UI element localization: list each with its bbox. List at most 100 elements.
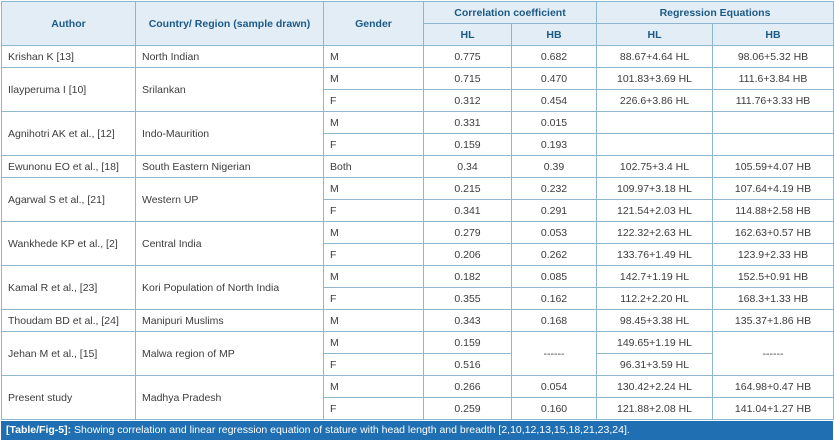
corr-hl-cell: 0.159 [423,331,512,354]
reg-hb-cell [711,111,834,134]
gender-cell: M [323,45,424,68]
corr-hl-cell: 0.312 [423,89,512,112]
reg-hb-header: HB [711,23,834,46]
corr-hb-cell: 0.262 [511,243,597,266]
reg-hb-cell: 123.9+2.33 HB [711,243,834,266]
reg-hl-cell: 142.7+1.19 HL [596,265,713,288]
corr-hl-cell: 0.343 [423,309,512,332]
table-row: Krishan K [13] North Indian M 0.775 0.682 88.… [1,45,834,68]
corr-hb-cell: 0.454 [511,89,597,112]
gender-cell: F [323,287,424,310]
reg-hl-cell: 88.67+4.64 HL [596,45,713,68]
table-row: Agarwal S et al., [21] Western UP M 0.215 0.… [1,177,834,222]
caption-text: Showing correlation and linear regressio… [71,424,630,436]
corr-hb-cell: 0.085 [511,265,597,288]
region-cell: South Eastern Nigerian [135,155,324,178]
table-row: Kamal R et al., [23] Kori Population of N… [1,265,834,310]
reg-hb-cell: 105.59+4.07 HB [711,155,834,178]
gender-cell: M [323,177,424,200]
table-row: Agnihotri AK et al., [12] Indo-Maurition M… [1,111,834,156]
reg-hb-cell: 111.76+3.33 HB [711,89,834,112]
reg-hl-cell: 133.76+1.49 HL [596,243,713,266]
corr-hl-cell: 0.341 [423,199,512,222]
reg-hl-cell: 96.31+3.59 HL [596,353,713,376]
author-cell: Present study [1,375,136,420]
gender-cell: F [323,199,424,222]
corr-hb-cell: 0.015 [511,111,597,134]
correlation-header: Correlation coefficient [423,1,597,24]
author-cell: Agarwal S et al., [21] [1,177,136,222]
author-cell: Kamal R et al., [23] [1,265,136,310]
author-cell: Wankhede KP et al., [2] [1,221,136,266]
gender-cell: M [323,331,424,354]
reg-hl-cell: 226.6+3.86 HL [596,89,713,112]
corr-hl-cell: 0.775 [423,45,512,68]
corr-hb-header: HB [511,23,597,46]
reg-hl-cell: 121.54+2.03 HL [596,199,713,222]
corr-hl-cell: 0.215 [423,177,512,200]
reg-hl-cell: 102.75+3.4 HL [596,155,713,178]
reg-hl-header: HL [596,23,713,46]
gender-cell: M [323,309,424,332]
reg-hb-cell: 152.5+0.91 HB [711,265,834,288]
corr-hb-cell: 0.682 [511,45,597,68]
table-row: F 0.159 0.193 [2,133,834,156]
author-cell: Ilayperuma I [10] [1,67,136,112]
corr-hb-cell: 0.291 [511,199,597,222]
region-cell: Manipuri Muslims [135,309,324,332]
region-cell: Western UP [135,177,324,222]
gender-cell: M [323,221,424,244]
reg-hb-cell: ------ [711,331,834,376]
author-cell: Agnihotri AK et al., [12] [1,111,136,156]
gender-cell: M [323,375,424,398]
reg-hb-cell: 107.64+4.19 HB [711,177,834,200]
gender-cell: M [323,265,424,288]
reg-hl-cell: 122.32+2.63 HL [596,221,713,244]
table-body: Krishan K [13] North Indian M 0.775 0.682 88.… [1,45,834,420]
table-row: Thoudam BD et al., [24] Manipuri Muslims M… [1,309,834,332]
corr-hb-cell: 0.162 [511,287,597,310]
reg-hb-cell [711,133,834,156]
reg-hb-cell: 111.6+3.84 HB [711,67,834,90]
gender-header: Gender [323,1,424,46]
corr-hb-cell: 0.053 [511,221,597,244]
region-cell: Central India [135,221,324,266]
corr-hl-cell: 0.355 [423,287,512,310]
header-row-1: Author Country/ Region (sample drawn) Ge… [1,1,834,46]
reg-hb-cell: 168.3+1.33 HB [711,287,834,310]
gender-cell: F [323,243,424,266]
header-row-2: HL HB HL HB [2,23,834,46]
gender-cell: F [323,133,424,156]
reg-hl-cell: 130.42+2.24 HL [596,375,713,398]
corr-hb-cell: 0.168 [511,309,597,332]
reg-hb-cell: 164.98+0.47 HB [711,375,834,398]
author-cell: Krishan K [13] [1,45,136,68]
gender-cell: Both [323,155,424,178]
corr-hl-cell: 0.266 [423,375,512,398]
corr-hl-cell: 0.279 [423,221,512,244]
regression-header: Regression Equations [595,1,834,24]
reg-hl-cell: 149.65+1.19 HL [596,331,713,354]
author-cell: Thoudam BD et al., [24] [1,309,136,332]
gender-cell: M [323,111,424,134]
region-cell: Madhya Pradesh [135,375,324,420]
region-header: Country/ Region (sample drawn) [135,1,324,46]
corr-hl-cell: 0.715 [423,67,512,90]
gender-cell: F [323,353,424,376]
table-row: Jehan M et al., [15] Malwa region of MP M 0… [1,331,834,376]
corr-hl-cell: 0.159 [423,133,512,156]
reg-hl-cell: 101.83+3.69 HL [596,67,713,90]
reg-hl-cell: 121.88+2.08 HL [596,397,713,420]
region-cell: Indo-Maurition [135,111,324,156]
reg-hb-cell: 141.04+1.27 HB [711,397,834,420]
corr-hl-cell: 0.34 [423,155,512,178]
reg-hl-cell: 109.97+3.18 HL [596,177,713,200]
author-cell: Jehan M et al., [15] [1,331,136,376]
reg-hb-cell: 135.37+1.86 HB [711,309,834,332]
corr-hb-cell: 0.470 [511,67,597,90]
corr-hl-cell: 0.206 [423,243,512,266]
corr-hl-cell: 0.259 [423,397,512,420]
corr-hl-cell: 0.182 [423,265,512,288]
gender-cell: M [323,67,424,90]
